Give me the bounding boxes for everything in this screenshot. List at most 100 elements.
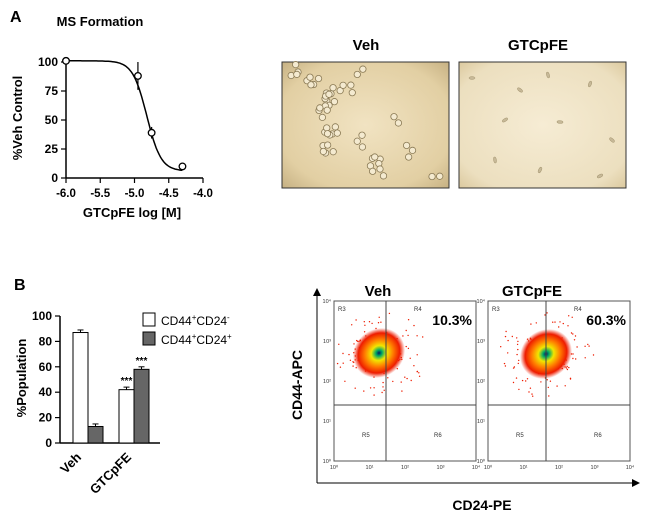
event-dot	[407, 319, 410, 321]
cell-sphere	[379, 172, 388, 180]
cell-sphere	[314, 74, 323, 83]
event-dot	[588, 345, 590, 347]
dose-x-tick-label: -5.5	[90, 188, 110, 200]
event-dot	[572, 357, 574, 360]
event-dot	[516, 353, 518, 356]
event-dot	[528, 391, 530, 393]
cell-sphere	[428, 172, 436, 181]
dose-y-tick-label: 50	[45, 113, 59, 127]
region-label: R6	[434, 433, 442, 439]
event-dot	[388, 312, 391, 315]
single-cell	[609, 137, 615, 143]
flow-plot: R3 R4 R5 R6 60.3% 10⁰ 10¹ 10² 10³ 10⁴ 10⁰ 10¹ 10² 10³…	[477, 298, 635, 471]
event-dot	[549, 380, 552, 382]
flow-y-tick-label: 10⁴	[323, 298, 332, 305]
event-dot	[418, 375, 421, 377]
flow-x-tick-label: 10⁴	[626, 464, 635, 471]
event-dot	[344, 380, 346, 382]
dose-x-tick-label: -4.5	[159, 188, 179, 200]
event-dot	[373, 394, 375, 396]
dose-response-y-label: %Veh Control	[10, 76, 25, 161]
flow-y-tick-label: 10⁰	[477, 458, 486, 465]
legend-swatch-cd24neg	[142, 312, 156, 327]
event-dot	[515, 377, 518, 379]
event-dot	[369, 387, 372, 389]
dose-point	[62, 56, 70, 65]
flow-x-tick-label: 10⁴	[472, 464, 481, 471]
event-dot	[364, 324, 366, 326]
flow-plot-frame	[333, 300, 477, 462]
event-dot	[516, 337, 518, 339]
cell-sphere	[324, 141, 332, 149]
cell-sphere	[307, 81, 315, 89]
event-dot	[512, 381, 515, 384]
event-dot	[573, 339, 576, 341]
dose-response-curve	[66, 60, 183, 172]
cell-sphere	[369, 167, 377, 175]
event-dot	[404, 376, 406, 378]
event-dot	[576, 346, 578, 348]
cell-sphere	[358, 131, 366, 139]
cell-sphere	[323, 106, 331, 114]
flow-title-veh: Veh	[365, 283, 392, 300]
event-dot	[416, 354, 418, 356]
event-dot	[504, 335, 507, 338]
event-dot	[513, 366, 516, 368]
event-dot	[512, 367, 515, 369]
event-dot	[554, 321, 556, 323]
flow-plot: R3 R4 R5 R6 10.3% 10⁰ 10¹ 10² 10³ 10⁴ 10⁰ 10¹ 10² 10³…	[323, 298, 481, 471]
event-dot	[558, 326, 560, 328]
flow-y-tick-label: 10⁰	[323, 458, 332, 465]
event-dot	[416, 370, 419, 373]
bar	[133, 368, 150, 444]
bar	[87, 425, 104, 444]
flow-y-tick-label: 10⁴	[477, 298, 486, 305]
cell-sphere	[330, 98, 339, 106]
region-label: R4	[574, 307, 582, 313]
dose-response-x-label: GTCpFE log [M]	[83, 205, 181, 220]
event-dot	[529, 387, 532, 389]
cell-sphere	[292, 61, 300, 69]
cell-sphere	[405, 153, 413, 161]
event-dot	[348, 353, 350, 356]
dose-x-tick-label: -4.0	[193, 188, 213, 200]
event-dot	[383, 389, 385, 391]
event-dot	[518, 388, 520, 391]
bar-y-label: %Population	[14, 339, 29, 418]
cell-sphere	[353, 70, 361, 79]
event-dot	[532, 395, 534, 397]
event-dot	[507, 339, 509, 342]
legend-swatch-cd24pos	[142, 331, 156, 346]
event-dot	[504, 365, 507, 367]
event-dot	[547, 386, 549, 389]
event-dot	[354, 387, 356, 389]
bar-y-tick-label: 100	[32, 309, 52, 323]
event-dot	[413, 365, 415, 367]
panel-letter-b: B	[14, 277, 26, 294]
event-dot	[544, 314, 546, 316]
cell-sphere	[394, 119, 403, 127]
cell-sphere	[347, 81, 355, 89]
flow-y-tick-label: 10³	[323, 339, 331, 345]
cell-sphere	[333, 129, 341, 137]
cell-sphere	[339, 81, 347, 89]
quadrant-percentage: 60.3%	[586, 312, 626, 328]
event-dot	[574, 335, 577, 337]
event-dot	[352, 365, 354, 367]
quadrant-percentage: 10.3%	[432, 312, 472, 328]
event-dot	[381, 391, 383, 394]
flow-x-tick-label: 10³	[591, 465, 599, 471]
event-dot	[363, 390, 365, 392]
event-dot	[405, 329, 407, 332]
event-dot	[530, 323, 532, 325]
event-dot	[571, 316, 573, 318]
dose-response-title: MS Formation	[57, 14, 144, 29]
panel-letter-a: A	[10, 9, 22, 26]
event-dot	[382, 386, 384, 388]
event-dot	[570, 332, 573, 334]
event-dot	[371, 322, 373, 325]
event-dot	[363, 331, 366, 333]
region-label: R6	[594, 433, 602, 439]
cell-sphere	[323, 130, 332, 138]
event-dot	[373, 387, 375, 389]
